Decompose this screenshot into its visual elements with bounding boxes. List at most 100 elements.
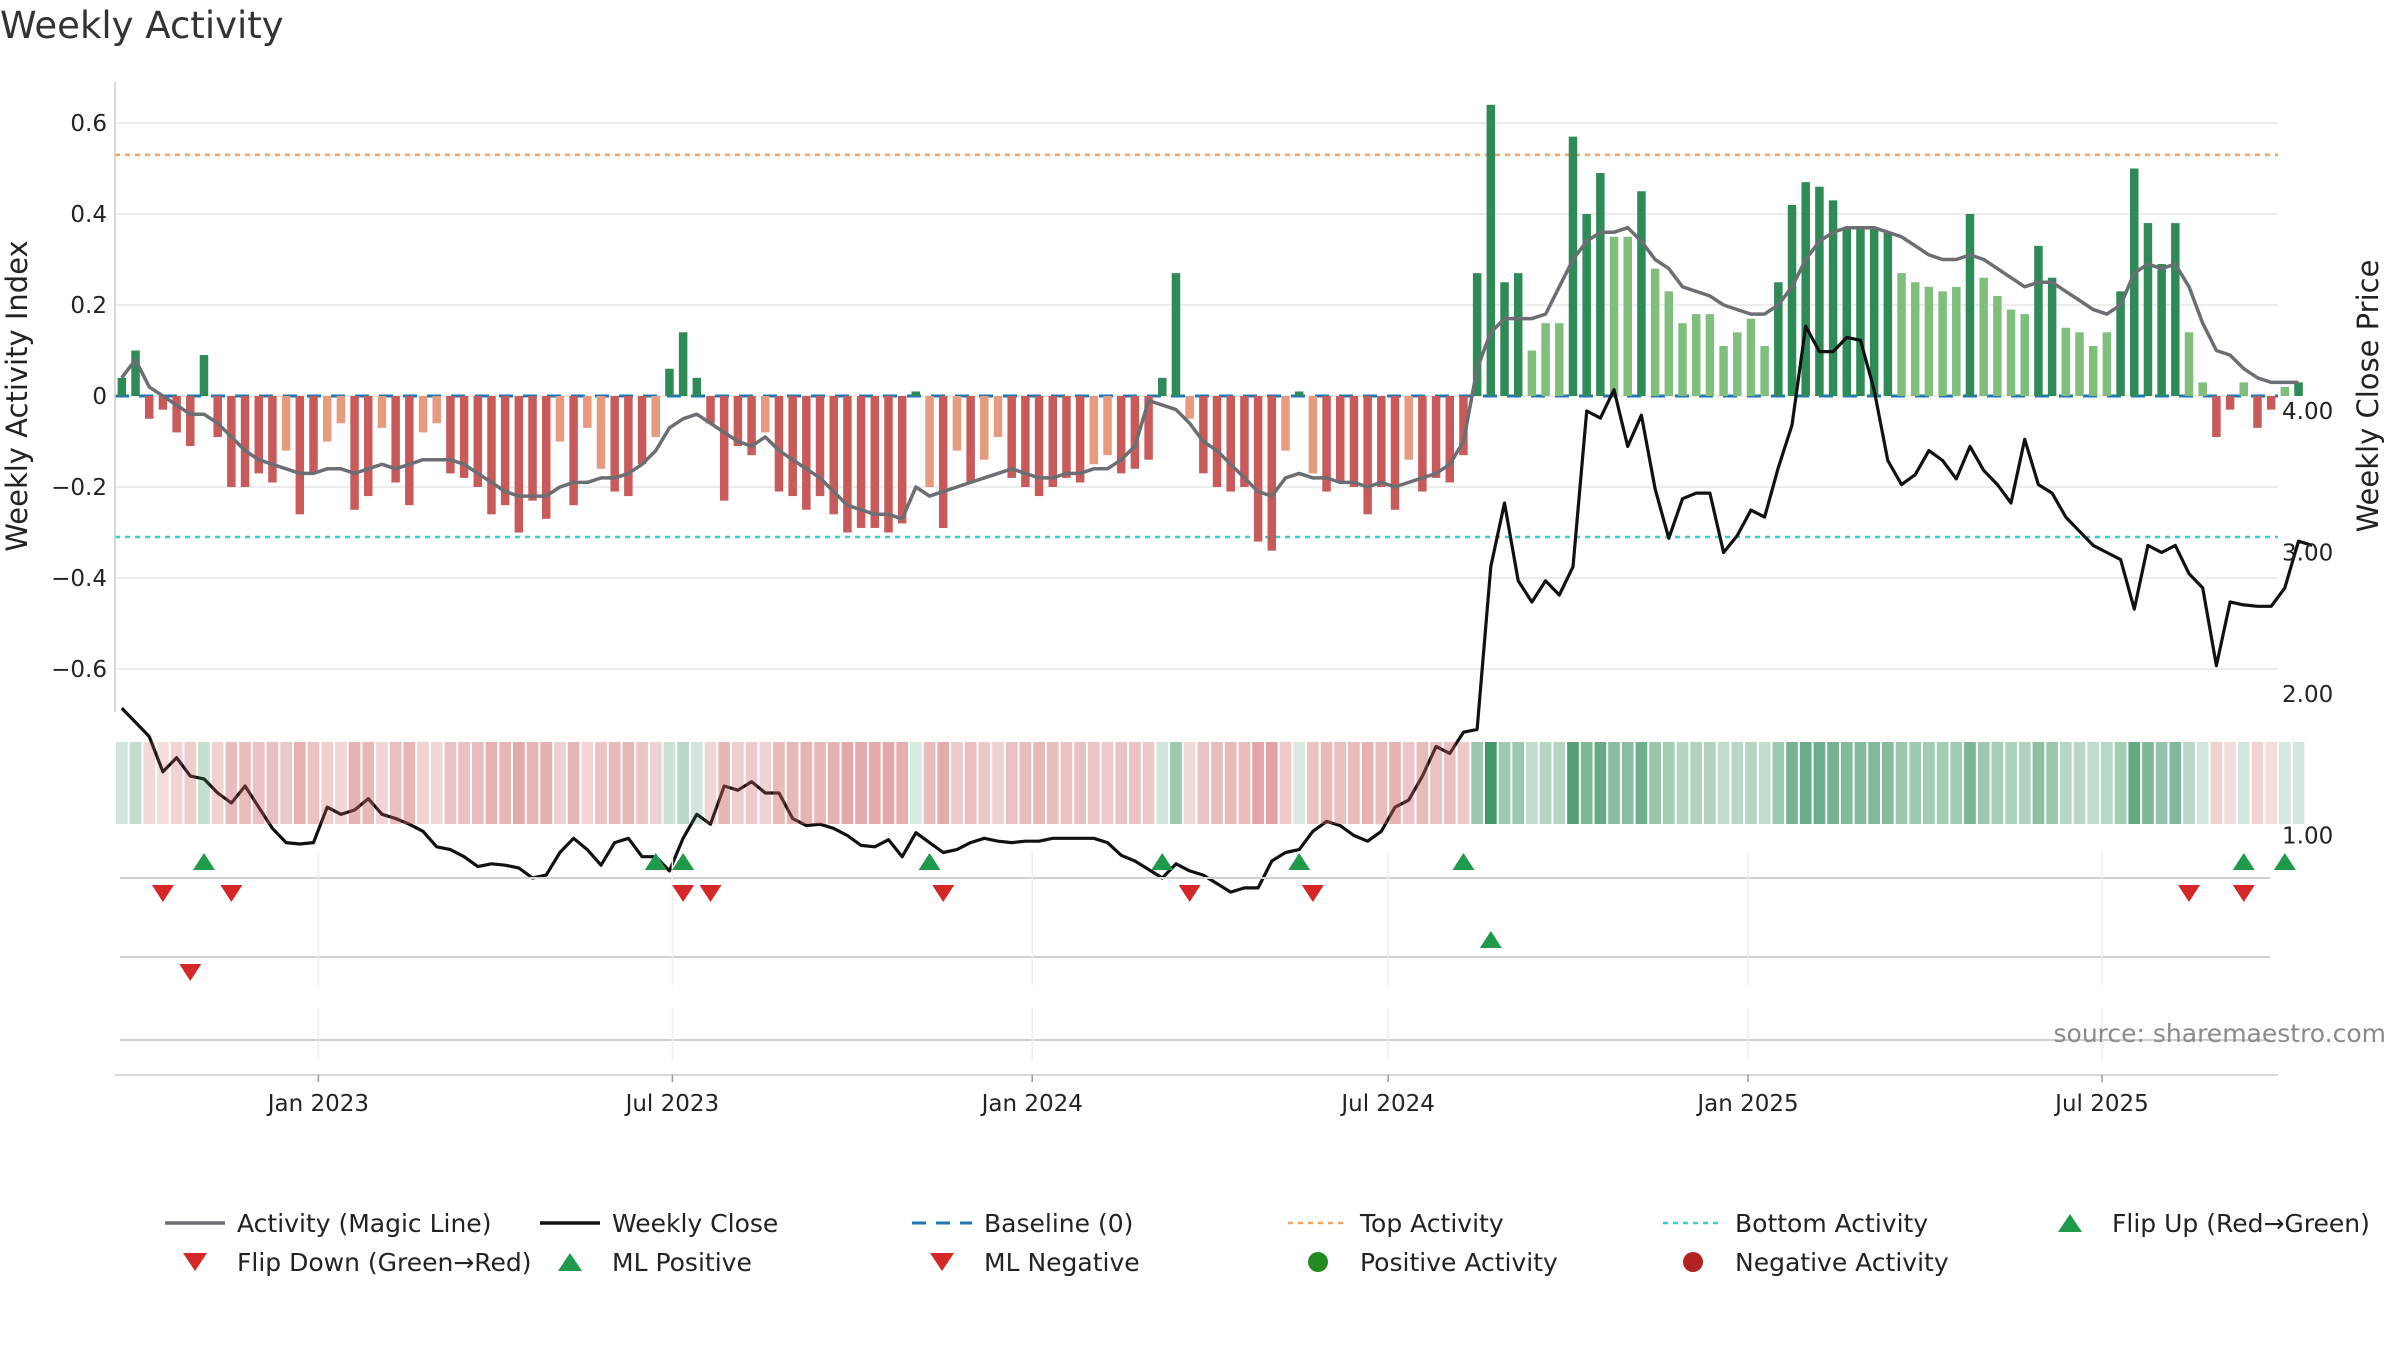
heat-strip-cell <box>1854 742 1867 824</box>
heat-strip-cell <box>786 742 799 824</box>
heat-strip-cell <box>2155 742 2168 824</box>
y-tick-label-right: 1.00 <box>2282 824 2333 850</box>
heat-strip-cell <box>2237 742 2250 824</box>
heat-strip-cell <box>1375 742 1388 824</box>
x-tick-label: Jul 2023 <box>624 1091 720 1117</box>
flip-down-marker <box>932 885 955 902</box>
heat-strip-cell <box>1936 742 1949 824</box>
activity-bar <box>583 396 592 428</box>
activity-bar <box>1801 182 1810 396</box>
legend-swatch <box>1683 1252 1703 1272</box>
activity-bar <box>459 396 469 478</box>
magic-line-series <box>120 225 2299 521</box>
heat-strip-cell <box>1909 742 1922 824</box>
flip-down-marker <box>699 885 722 902</box>
activity-bar <box>295 396 305 515</box>
activity-bar <box>1062 396 1071 478</box>
legend-label: Flip Up (Red→Green) <box>2112 1209 2370 1238</box>
heat-strip-cell <box>1690 742 1703 824</box>
activity-bar <box>1993 295 2002 396</box>
heat-strip-cell <box>1087 742 1100 824</box>
activity-bar <box>514 396 524 533</box>
activity-bar <box>911 391 921 396</box>
x-tick-label: Jan 2025 <box>1695 1091 1798 1117</box>
legend-label: ML Positive <box>612 1248 752 1277</box>
heat-strip-cell <box>1772 742 1785 824</box>
heat-strip-cell <box>554 742 566 824</box>
legend-label: Negative Activity <box>1735 1248 1949 1277</box>
activity-bar <box>1144 396 1153 460</box>
activity-bar <box>2239 382 2249 396</box>
heat-strip-cell <box>1265 742 1278 824</box>
activity-bar <box>692 377 702 396</box>
activity-bar <box>446 396 455 474</box>
heat-strip-cell <box>1005 742 1018 824</box>
flip-up-marker <box>644 853 667 870</box>
activity-bar <box>1021 396 1030 487</box>
heat-strip-cell <box>2292 742 2305 824</box>
heat-strip-cell <box>376 742 388 824</box>
heat-strip-cell <box>471 742 484 824</box>
heat-strip-cell <box>2087 742 2100 824</box>
heat-strip-cell <box>1074 742 1086 824</box>
heat-strip-cell <box>307 742 320 824</box>
activity-bar <box>418 396 428 433</box>
heat-strip-cell <box>581 742 594 824</box>
y-tick-label-right: 3.00 <box>2282 541 2333 567</box>
activity-bar <box>870 396 880 528</box>
heat-strip-cell <box>1443 742 1456 824</box>
activity-bar <box>1910 282 1920 396</box>
heat-strip-cell <box>1567 742 1579 824</box>
activity-bar <box>2061 327 2071 396</box>
heat-strip-cell <box>595 742 607 824</box>
heat-strip-cell <box>690 742 703 824</box>
heat-strip-cell <box>540 742 553 824</box>
y-tick-label-right: 4.00 <box>2282 399 2333 425</box>
activity-bar <box>2225 396 2235 410</box>
activity-bar <box>1390 396 1400 510</box>
heat-strip-cell <box>1115 742 1128 824</box>
activity-bar <box>2171 223 2180 396</box>
heat-strip-cell <box>1498 742 1511 824</box>
source-credit: source: sharemaestro.com <box>2054 1019 2387 1048</box>
legend-item: Top Activity <box>1288 1209 1504 1238</box>
y-axis-right-label: Weekly Close Price <box>2351 260 2385 533</box>
activity-bar <box>1828 200 1838 396</box>
activity-bar <box>281 396 291 451</box>
activity-bar <box>1253 396 1263 542</box>
y-tick-label-left: −0.4 <box>51 566 107 592</box>
activity-bar <box>761 396 770 433</box>
activity-bar <box>1952 286 1961 396</box>
activity-bar <box>2294 382 2303 396</box>
heat-strip-cell <box>1731 742 1744 824</box>
heat-strip-cell <box>1923 742 1935 824</box>
activity-bar <box>1869 227 1879 396</box>
activity-bar <box>1650 268 1660 396</box>
heat-strip-cell <box>1553 742 1566 824</box>
heat-strip-cell <box>1142 742 1155 824</box>
activity-bar <box>131 350 140 396</box>
activity-bar <box>240 396 250 487</box>
heat-strip-cell <box>293 742 306 824</box>
y-tick-label-left: 0.6 <box>70 111 107 137</box>
activity-bar <box>1116 396 1126 474</box>
activity-bar <box>2198 382 2207 396</box>
activity-bar <box>213 396 222 437</box>
y-axis-left-label: Weekly Activity Index <box>0 240 34 551</box>
activity-bar <box>1541 323 1550 396</box>
legend-label: Flip Down (Green→Red) <box>237 1248 532 1277</box>
activity-bar <box>2212 396 2221 437</box>
heat-strip-cell <box>198 742 210 824</box>
x-tick-label: Jan 2024 <box>980 1091 1083 1117</box>
activity-bar <box>1568 136 1578 396</box>
heat-strip-cell <box>1758 742 1771 824</box>
heat-strip-cell <box>211 742 224 824</box>
heat-strip-cell <box>868 742 881 824</box>
activity-bar <box>199 355 209 396</box>
y-tick-label-right: 2.00 <box>2282 682 2333 708</box>
heat-strip-cell <box>923 742 936 824</box>
flip-up-marker <box>1288 853 1311 870</box>
activity-bar <box>1513 273 1523 396</box>
heat-strip-cell <box>1416 742 1429 824</box>
heat-strip-cell <box>1457 742 1470 824</box>
